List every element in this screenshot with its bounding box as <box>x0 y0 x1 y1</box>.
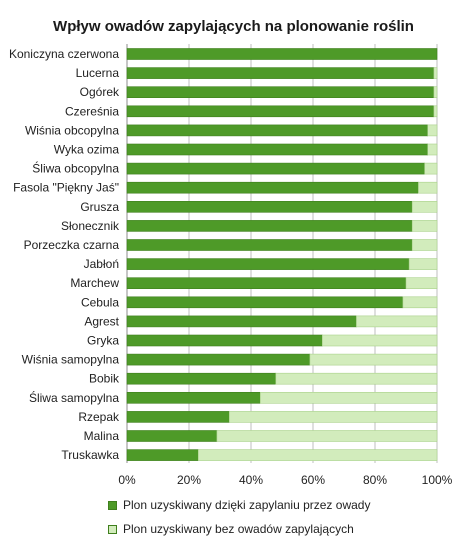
category-label: Bobik <box>89 372 120 386</box>
category-label: Ogórek <box>80 85 120 99</box>
bar-segment-insect <box>126 162 425 175</box>
bar-segment-insect <box>126 181 419 194</box>
bar-segment-no-insect <box>402 296 438 309</box>
bar-segment-insect <box>126 315 357 328</box>
category-label: Rzepak <box>78 410 120 424</box>
bar-segment-no-insect <box>418 181 438 194</box>
bar-segment-insect <box>126 67 435 79</box>
x-tick-label: 80% <box>363 473 387 487</box>
bar-segment-no-insect <box>405 277 438 290</box>
bar-segment-insect <box>126 277 407 290</box>
legend-label-no-insect: Plon uzyskiwany bez owadów zapylających <box>123 522 354 536</box>
category-label: Agrest <box>84 314 119 328</box>
bar-segment-no-insect <box>411 239 438 251</box>
legend-item-insect: Plon uzyskiwany dzięki zapylaniu przez o… <box>108 498 370 512</box>
bar-segment-no-insect <box>424 162 438 175</box>
bar-segment-no-insect <box>198 449 438 461</box>
category-label: Śliwa obcopylna <box>32 161 119 176</box>
legend-label-insect: Plon uzyskiwany dzięki zapylaniu przez o… <box>123 498 371 512</box>
category-label: Malina <box>84 429 120 443</box>
category-label: Wiśnia obcopylna <box>25 123 119 137</box>
bar-segment-insect <box>126 258 410 270</box>
category-label: Cebula <box>81 295 119 309</box>
bar-segment-insect <box>126 449 199 461</box>
legend-swatch-insect <box>108 500 117 510</box>
category-label: Lucerna <box>76 66 120 80</box>
x-tick-label: 0% <box>118 473 136 487</box>
bar-segment-no-insect <box>411 201 438 213</box>
legend-item-no-insect: Plon uzyskiwany bez owadów zapylających <box>108 522 354 536</box>
x-tick-label: 60% <box>301 473 325 487</box>
bar-segment-insect <box>126 201 413 213</box>
bar-segment-no-insect <box>321 334 438 347</box>
bar-segment-insect <box>126 296 404 309</box>
bar-segment-no-insect <box>433 86 438 98</box>
bar-segment-insect <box>126 334 323 347</box>
bar-segment-insect <box>126 143 429 156</box>
category-label: Śliwa samopylna <box>29 390 119 405</box>
bar-segment-no-insect <box>309 353 438 366</box>
category-label: Słonecznik <box>61 219 120 233</box>
bar-segment-no-insect <box>229 411 438 423</box>
bar-segment-insect <box>126 391 261 404</box>
bar-segment-insect <box>126 411 230 423</box>
bar-segment-insect <box>126 48 438 60</box>
category-label: Wiśnia samopylna <box>22 353 120 367</box>
legend-swatch-no-insect <box>108 524 117 534</box>
category-label: Jabłoń <box>84 257 119 271</box>
category-label: Koniczyna czerwona <box>9 47 119 61</box>
category-label: Fasola "Piękny Jaś" <box>13 181 119 195</box>
bar-segment-insect <box>126 124 429 137</box>
bar-segment-no-insect <box>411 220 438 232</box>
bar-segment-insect <box>126 86 435 98</box>
bar-segment-insect <box>126 353 311 366</box>
category-label: Czereśnia <box>65 104 119 118</box>
bar-segment-no-insect <box>427 143 438 156</box>
bar-segment-insect <box>126 105 435 118</box>
category-label: Grusza <box>80 200 119 214</box>
category-label: Marchew <box>70 276 119 290</box>
x-tick-label: 40% <box>239 473 263 487</box>
category-label: Wyka ozima <box>54 143 120 157</box>
bar-segment-no-insect <box>433 105 438 118</box>
category-label: Porzeczka czarna <box>24 238 120 252</box>
chart-title: Wpływ owadów zapylających na plonowanie … <box>53 18 414 35</box>
bar-segment-no-insect <box>427 124 438 137</box>
category-label: Truskawka <box>61 448 119 462</box>
category-label: Gryka <box>87 334 119 348</box>
bar-segment-no-insect <box>259 391 438 404</box>
bar-segment-no-insect <box>433 67 438 79</box>
x-tick-label: 100% <box>422 473 453 487</box>
bar-segment-insect <box>126 239 413 251</box>
bar-segment-insect <box>126 220 413 232</box>
bar-segment-no-insect <box>408 258 438 270</box>
bar-segment-no-insect <box>275 372 438 385</box>
bar-segment-insect <box>126 430 218 442</box>
bar-segment-no-insect <box>216 430 438 442</box>
bar-segment-no-insect <box>356 315 438 328</box>
x-tick-label: 20% <box>177 473 201 487</box>
bar-segment-insect <box>126 372 277 385</box>
